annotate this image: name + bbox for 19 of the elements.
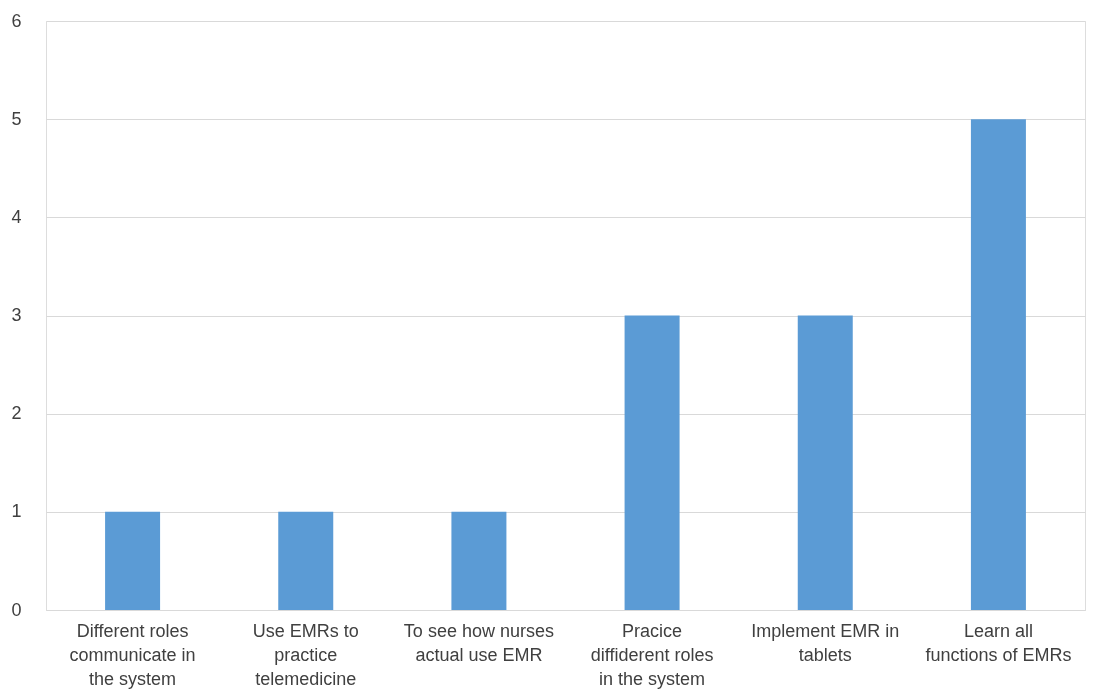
bar	[624, 315, 680, 610]
y-tick-label: 4	[11, 206, 22, 227]
y-tick-label: 5	[11, 108, 22, 129]
y-tick-label: 3	[11, 305, 22, 325]
bar	[797, 315, 853, 610]
x-tick-label: Pracice diffiderent roles in the system	[590, 620, 714, 689]
bar	[970, 119, 1026, 610]
bar	[278, 511, 334, 610]
x-tick-label: Use EMRs to practice telemedicine	[252, 620, 359, 689]
y-tick-label: 6	[11, 10, 22, 31]
x-tick-label: Different roles communicate in the system	[69, 620, 196, 689]
x-tick-label: To see how nurses actual use EMR	[403, 620, 554, 665]
x-tick-label: Implement EMR in tablets	[751, 620, 900, 665]
bar	[451, 511, 507, 610]
y-tick-label: 2	[11, 403, 22, 424]
bar	[105, 511, 161, 610]
x-tick-label: Learn all functions of EMRs	[925, 620, 1072, 665]
y-tick-label: 0	[11, 599, 22, 620]
y-tick-label: 1	[11, 501, 22, 522]
